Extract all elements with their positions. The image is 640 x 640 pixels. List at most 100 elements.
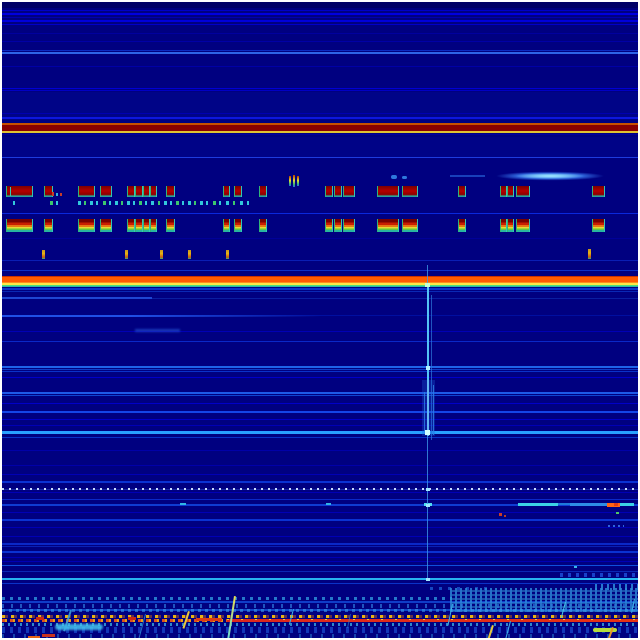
cyan-dash-row [194, 201, 196, 205]
colored-segment-row [620, 503, 634, 506]
vertical-line [431, 295, 432, 440]
signal-block-row2 [402, 219, 418, 232]
horizontal-line [2, 213, 638, 214]
vertical-line [422, 380, 435, 436]
cyan-dash-row [233, 201, 235, 205]
cyan-dash-row [151, 201, 154, 205]
horizontal-line [2, 557, 638, 558]
signal-block-row2 [223, 219, 230, 232]
horizontal-line [2, 291, 638, 292]
signal-block-row2 [325, 219, 333, 232]
cyan-dash-row [96, 201, 98, 205]
cyan-dash-row [206, 201, 208, 205]
bottom-speckle-band [2, 615, 638, 618]
horizontal-line [2, 543, 638, 545]
cyan-streak [515, 173, 585, 179]
bottom-blob [42, 634, 55, 637]
horizontal-line [2, 551, 638, 553]
colored-segment-row [518, 503, 558, 506]
speckle-dot [499, 513, 502, 516]
horizontal-line [2, 571, 638, 572]
bottom-blob [128, 617, 136, 620]
horizontal-line [2, 123, 638, 125]
cyan-dash-row [13, 201, 15, 205]
cyan-dash-row [121, 201, 123, 205]
cyan-dash-row [145, 201, 147, 205]
yellow-tick-row [160, 250, 163, 259]
vertical-line [427, 285, 429, 380]
signal-block-row2 [334, 219, 342, 232]
block-inner-detail [60, 193, 62, 196]
signal-block-row1 [325, 186, 333, 197]
signal-block-row2 [100, 219, 112, 232]
signal-block-row2 [592, 219, 605, 232]
crossing-dot [426, 366, 430, 370]
signal-block-row2 [150, 219, 157, 232]
horizontal-line [2, 282, 638, 283]
horizontal-line [2, 13, 638, 15]
background-zone [2, 137, 638, 158]
signal-block-row2 [500, 219, 507, 232]
cyan-dash-row [240, 201, 243, 205]
horizontal-line [2, 52, 638, 54]
cyan-dash-row [164, 201, 167, 205]
horizontal-line [2, 286, 638, 287]
block-inner-detail [56, 193, 58, 196]
horizontal-line [2, 270, 638, 271]
bottom-blob [593, 628, 617, 632]
bottom-speckle-band [2, 604, 638, 608]
cyan-dash-row [188, 201, 191, 205]
horizontal-line [2, 392, 638, 394]
background-zone [2, 92, 638, 120]
horizontal-line [2, 90, 638, 91]
horizontal-line [2, 499, 638, 500]
horizontal-line [2, 583, 638, 584]
speckle-dot [504, 515, 506, 517]
signal-block-row1 [166, 186, 175, 197]
bottom-speckle-band [2, 619, 227, 622]
cyan-dash-row [176, 201, 179, 205]
yellow-tick-row [42, 250, 45, 259]
cyan-dash-row [78, 201, 81, 205]
cyan-dash-row [56, 201, 58, 205]
signal-block-row1 [135, 186, 143, 197]
signal-block-row1 [150, 186, 157, 197]
crossing-dot [426, 504, 430, 507]
signal-block-row1 [334, 186, 342, 197]
horizontal-line [2, 465, 638, 466]
horizontal-line [2, 369, 638, 370]
bottom-speckle-band [2, 627, 638, 633]
signal-block-row2 [343, 219, 355, 232]
signal-block-row1 [234, 186, 242, 197]
rainbow-tick [293, 175, 295, 187]
speckle-dot [391, 175, 397, 179]
vertical-line [433, 385, 434, 435]
signal-block-row1 [6, 186, 33, 197]
crossing-dot [425, 283, 430, 287]
speckle-dot [574, 566, 577, 568]
horizontal-line [2, 546, 638, 547]
cyan-dash-row [182, 201, 184, 205]
horizontal-line [2, 411, 638, 413]
horizontal-line [2, 341, 638, 342]
bottom-blob [36, 617, 44, 620]
cyan-dash-row [158, 201, 160, 205]
signal-block-row1 [127, 186, 135, 197]
bottom-blob [196, 618, 222, 621]
yellow-tick-row [125, 250, 128, 259]
horizontal-line [2, 481, 638, 483]
horizontal-line [2, 157, 638, 158]
signal-block-row2 [377, 219, 399, 232]
signal-block-row2 [507, 219, 514, 232]
cyan-dash-row [200, 201, 203, 205]
signal-block-row2 [78, 219, 95, 232]
signal-block-row2 [143, 219, 150, 232]
horizontal-line [2, 450, 638, 451]
horizontal-line [2, 285, 638, 286]
horizontal-line-segment [2, 315, 322, 317]
signal-block-row1 [507, 186, 514, 197]
horizontal-line [2, 561, 638, 562]
signal-block-row1 [44, 186, 53, 197]
vertical-line [427, 380, 429, 436]
bottom-blob [28, 636, 40, 638]
